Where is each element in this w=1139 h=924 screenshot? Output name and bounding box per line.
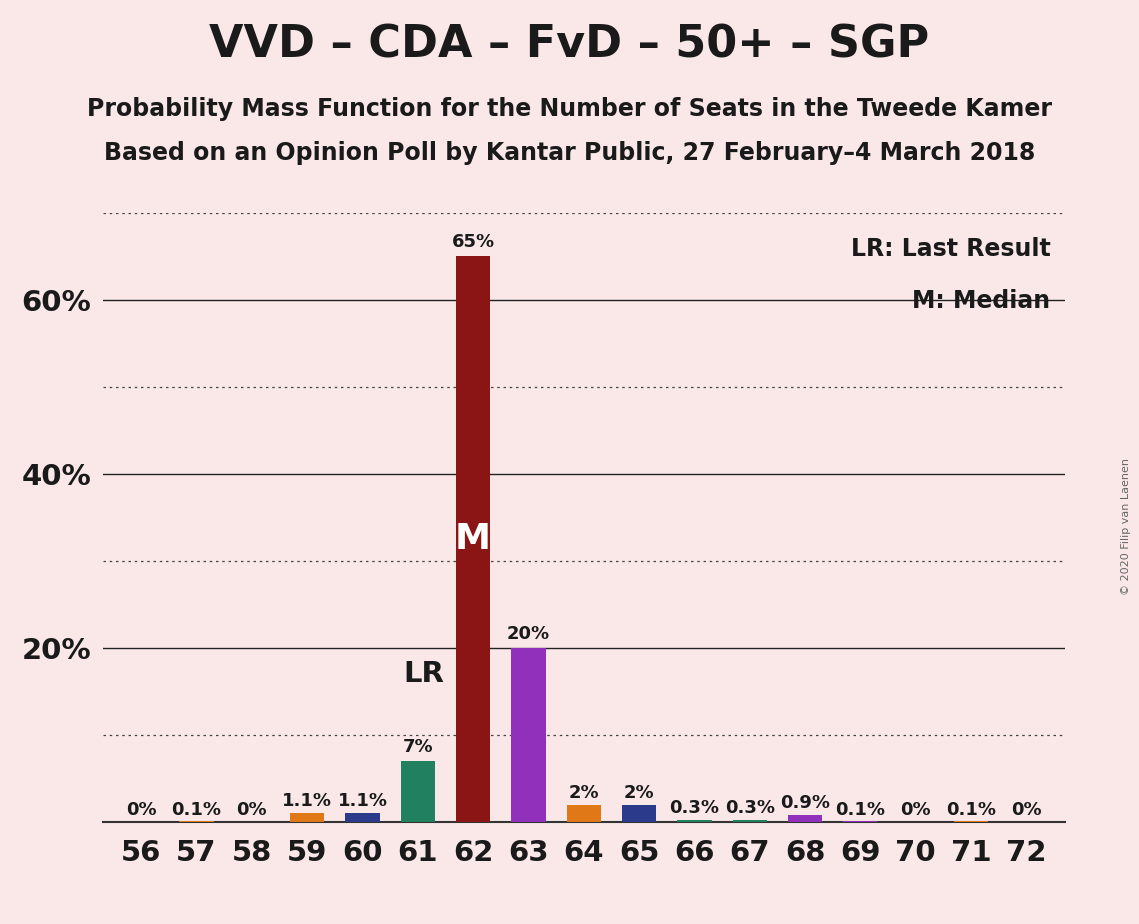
Text: 1.1%: 1.1%	[282, 792, 333, 810]
Text: 0.3%: 0.3%	[670, 799, 720, 817]
Text: VVD – CDA – FvD – 50+ – SGP: VVD – CDA – FvD – 50+ – SGP	[210, 23, 929, 67]
Text: M: Median: M: Median	[912, 288, 1050, 312]
Text: 2%: 2%	[624, 784, 655, 802]
Text: 0.1%: 0.1%	[172, 801, 222, 819]
Text: LR: Last Result: LR: Last Result	[851, 237, 1050, 261]
Text: 1.1%: 1.1%	[337, 792, 387, 810]
Text: LR: LR	[403, 661, 444, 688]
Bar	[401, 761, 435, 822]
Text: 20%: 20%	[507, 625, 550, 643]
Bar	[511, 648, 546, 822]
Text: 65%: 65%	[451, 233, 494, 250]
Text: 0.9%: 0.9%	[780, 794, 830, 812]
Text: 0%: 0%	[900, 801, 931, 819]
Text: 0.1%: 0.1%	[945, 801, 995, 819]
Text: 2%: 2%	[568, 784, 599, 802]
Text: 0%: 0%	[126, 801, 156, 819]
Text: Based on an Opinion Poll by Kantar Public, 27 February–4 March 2018: Based on an Opinion Poll by Kantar Publi…	[104, 141, 1035, 165]
Bar	[290, 813, 325, 822]
Text: 0%: 0%	[237, 801, 268, 819]
Text: 0.3%: 0.3%	[724, 799, 775, 817]
Bar	[456, 256, 490, 822]
Text: 7%: 7%	[402, 738, 433, 756]
Bar	[345, 813, 379, 822]
Text: 0.1%: 0.1%	[835, 801, 885, 819]
Bar	[732, 820, 767, 822]
Bar	[566, 805, 601, 822]
Text: Probability Mass Function for the Number of Seats in the Tweede Kamer: Probability Mass Function for the Number…	[87, 97, 1052, 121]
Text: M: M	[456, 522, 491, 556]
Bar	[678, 820, 712, 822]
Bar	[788, 815, 822, 822]
Text: © 2020 Filip van Laenen: © 2020 Filip van Laenen	[1121, 458, 1131, 595]
Text: 0%: 0%	[1011, 801, 1041, 819]
Bar	[622, 805, 656, 822]
